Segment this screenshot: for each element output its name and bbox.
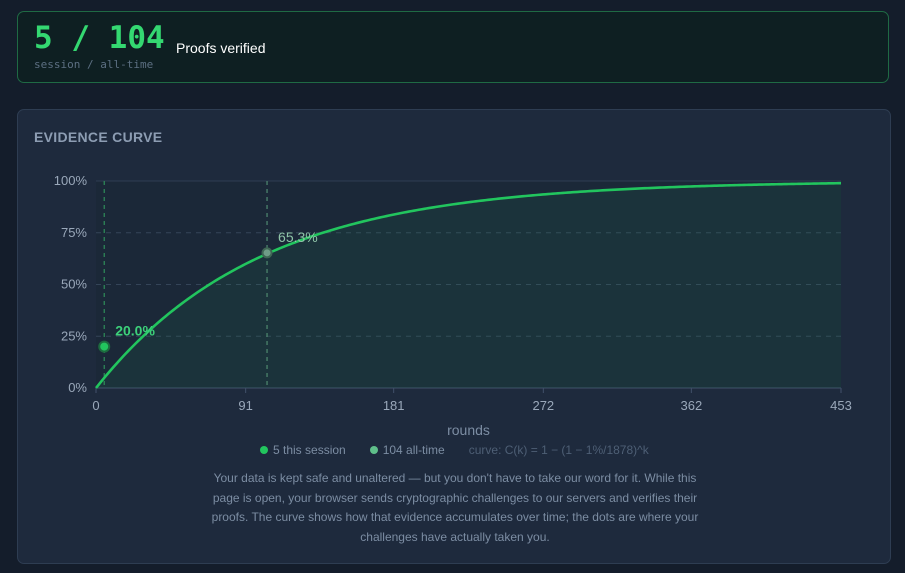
x-tick-label: 362: [680, 398, 702, 413]
chart-heading: EVIDENCE CURVE: [34, 129, 163, 145]
legend-alltime-dot: [369, 446, 378, 454]
x-tick-label: 181: [383, 398, 405, 413]
proof-count-subtitle: session / all-time: [34, 58, 154, 71]
x-axis-label: rounds: [447, 422, 490, 438]
evidence-curve: [94, 181, 842, 389]
curve-area: [96, 183, 841, 388]
chart-legend: 5 this session 104 all-time curve: C(k) …: [260, 443, 649, 457]
y-tick-label: 75%: [61, 225, 87, 240]
marker-session-label: 20.0%: [115, 323, 155, 339]
marker-alltime-dot: [261, 247, 273, 259]
legend-formula: curve: C(k) = 1 − (1 − 1%/1878)^k: [468, 443, 649, 457]
x-tick-label: 272: [532, 398, 554, 413]
legend-alltime: 104 all-time: [369, 443, 445, 457]
marker-session-dot: [98, 340, 111, 353]
y-tick-label: 50%: [61, 277, 87, 292]
y-tick-label: 0%: [68, 380, 87, 395]
x-tick-label: 453: [830, 398, 852, 413]
legend-session-dot: [260, 446, 268, 454]
marker-alltime-label: 65.3%: [278, 229, 318, 245]
x-tick-label: 91: [238, 398, 252, 413]
y-tick-label: 100%: [54, 173, 88, 188]
stats-card: 5 / 104 session / all-time Proofs verifi…: [17, 11, 889, 83]
legend-alltime-label: 104 all-time: [382, 443, 445, 457]
x-tick-label: 0: [92, 398, 99, 413]
evidence-curve-card: EVIDENCE CURVE 0% 25% 50% 75% 100% 0 91 181 272 3…: [17, 109, 891, 564]
legend-session-label: 5 this session: [273, 443, 346, 457]
legend-session: 5 this session: [260, 443, 346, 457]
y-tick-label: 25%: [61, 328, 87, 343]
stats-title: Proofs verified: [176, 40, 266, 56]
chart-description: Your data is kept safe and unaltered — b…: [211, 471, 699, 544]
evidence-chart: 0% 25% 50% 75% 100% 0 91 181 272 362 453 rounds 20.0…: [54, 173, 852, 438]
proof-count: 5 / 104: [34, 20, 165, 56]
